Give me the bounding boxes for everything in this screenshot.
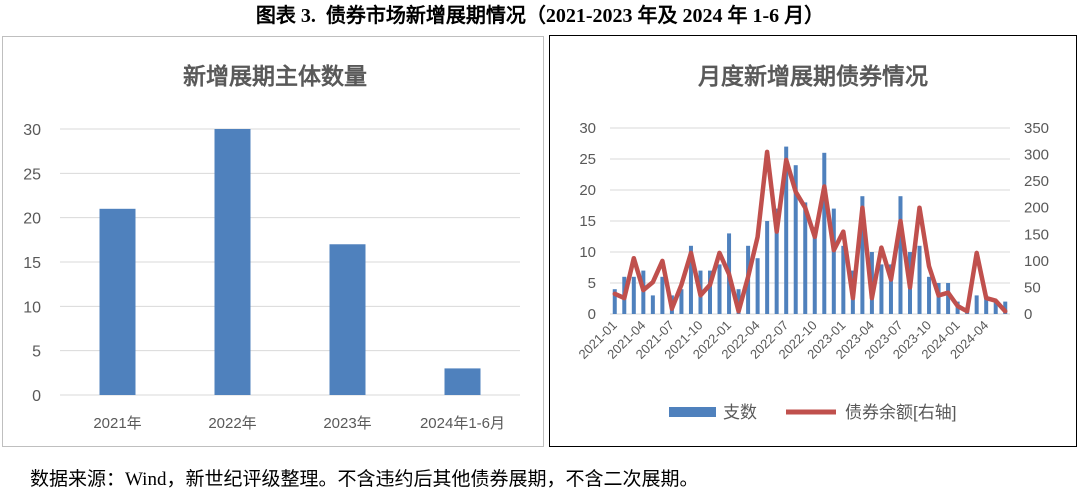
monthly-count-bar: 2023-12 [946, 283, 951, 314]
monthly-count-bar: 2022-05 [765, 221, 770, 314]
monthly-count-bar: 2021-01 [612, 289, 617, 314]
monthly-count-bar: 2023-06 [888, 264, 893, 314]
y-tick-label: 15 [23, 255, 41, 272]
y-tick-label: 0 [32, 388, 41, 405]
left-y-tick-label: 0 [588, 306, 596, 323]
monthly-count-bar: 2021-08 [679, 289, 684, 314]
right-y-tick-label: 250 [1024, 173, 1049, 190]
legend-label-count: 支数 [723, 403, 757, 422]
right-y-tick-label: 100 [1024, 253, 1049, 270]
chart-title: 新增展期主体数量 [183, 63, 367, 89]
subject-count-bar [99, 208, 136, 395]
monthly-count-bar: 2022-07 [784, 146, 789, 314]
monthly-count-bar: 2021-09 [688, 245, 693, 314]
monthly-count-bar: 2022-11 [822, 152, 827, 314]
x-category-label: 2022年 [208, 415, 256, 432]
left-y-tick-label: 15 [579, 213, 596, 230]
right-y-tick-label: 350 [1024, 120, 1049, 137]
bond-balance-line [612, 149, 1008, 314]
monthly-count-bar: 2024-05 [993, 301, 998, 314]
chart-title: 月度新增展期债券情况 [697, 63, 928, 89]
monthly-count-bar: 2024-03 [974, 295, 979, 314]
monthly-count-bar: 2021-06 [660, 276, 665, 314]
monthly-bond-chart: 月度新增展期债券情况 05101520253005010015020025030… [576, 63, 1049, 422]
x-category-label: 2023年 [323, 415, 371, 432]
source-note: 数据来源：Wind，新世纪评级整理。不含违约后其他债券展期，不含二次展期。 [30, 469, 699, 490]
plot-area: 0510152025300501001502002503003502021-01… [576, 120, 1049, 362]
monthly-count-bar: 2023-03 [860, 196, 865, 314]
monthly-count-bar: 2024-04 [984, 295, 989, 314]
monthly-count-bar: 2023-10 [927, 276, 932, 314]
monthly-count-bar: 2021-12 [717, 264, 722, 314]
left-y-tick-label: 30 [579, 120, 596, 137]
y-tick-label: 20 [23, 211, 41, 228]
right-y-tick-label: 200 [1024, 200, 1049, 217]
subject-count-chart: 新增展期主体数量 0 5 10 15 20 25 30 2021年 2022年 2023年 2024… [23, 63, 520, 432]
monthly-count-bar: 2022-10 [812, 227, 817, 314]
right-y-tick-label: 0 [1024, 306, 1032, 323]
subject-count-bar [214, 129, 251, 395]
y-tick-label: 5 [32, 344, 41, 361]
legend-label-balance: 债券余额[右轴] [845, 403, 956, 422]
legend-bar-swatch [669, 407, 716, 417]
figure-title: 图表 3. 债券市场新增展期情况（2021-2023 年及 2024 年 1-6… [255, 5, 825, 27]
plot-area: 0 5 10 15 20 25 30 2021年 2022年 2023年 2024年1-6月 [23, 122, 520, 432]
y-tick-label: 25 [23, 166, 41, 183]
left-y-tick-label: 5 [588, 275, 596, 292]
monthly-count-bar: 2022-12 [831, 208, 836, 314]
monthly-count-bar: 2021-05 [650, 295, 655, 314]
x-category-label: 2024年1-6月 [420, 415, 505, 432]
right-y-tick-label: 50 [1024, 279, 1041, 296]
subject-count-bar [329, 244, 366, 395]
monthly-count-bar: 2024-06 [1003, 301, 1008, 314]
left-y-tick-label: 20 [579, 182, 596, 199]
left-y-tick-label: 25 [579, 151, 596, 168]
monthly-count-bar: 2023-09 [917, 245, 922, 314]
monthly-count-bar: 2022-08 [793, 165, 798, 314]
legend: 支数 债券余额[右轴] [669, 403, 956, 422]
monthly-count-bar: 2021-11 [708, 270, 712, 314]
right-y-tick-label: 300 [1024, 147, 1049, 164]
monthly-count-bar: 2023-05 [879, 264, 884, 314]
monthly-count-bar: 2021-03 [631, 276, 636, 314]
subject-count-bar [444, 368, 481, 395]
monthly-count-bar: 2022-04 [755, 258, 760, 314]
monthly-bond-chart-panel: 月度新增展期债券情况 0 5 10 15 20 25 30 0 50 100 150 200 250 30… [549, 35, 1077, 447]
monthly-count-bar: 2023-11 [936, 283, 941, 314]
monthly-count-bar: 2022-06 [774, 208, 779, 314]
y-tick-label: 10 [23, 299, 41, 316]
x-category-label: 2021年 [93, 415, 141, 432]
left-y-tick-label: 10 [579, 244, 596, 261]
monthly-count-bar: 2022-02 [736, 289, 741, 314]
right-y-tick-label: 150 [1024, 226, 1049, 243]
subject-count-chart-panel: 新增展期主体数量 0 5 10 15 20 25 30 2021年 2022年 2023年 2024… [2, 36, 544, 447]
monthly-count-bar: 2023-01 [841, 245, 846, 314]
monthly-count-bar: 2022-09 [803, 202, 808, 314]
y-tick-label: 30 [23, 122, 41, 139]
monthly-count-bar: 2023-07 [898, 196, 903, 314]
